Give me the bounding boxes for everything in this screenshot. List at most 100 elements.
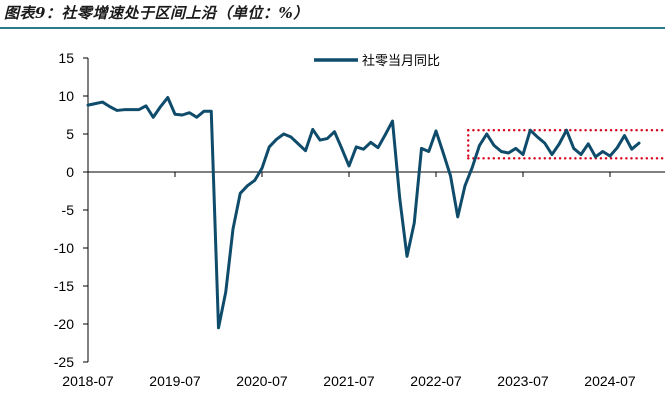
data-point (108, 105, 111, 108)
data-point (246, 184, 249, 187)
data-point (253, 179, 256, 182)
data-point (529, 129, 532, 132)
data-point (166, 96, 169, 99)
data-point (297, 142, 300, 146)
data-point (384, 133, 387, 136)
data-point (427, 150, 430, 153)
data-point (442, 151, 445, 155)
x-tick-label: 2021-07 (323, 373, 375, 389)
title-rule (0, 27, 665, 29)
data-point (536, 135, 539, 139)
y-tick-label: 10 (58, 88, 74, 104)
data-point (340, 147, 343, 150)
y-axis: 15 10 5 0 -5 -10 -15 -20 -25 (54, 50, 89, 370)
data-point (268, 145, 271, 149)
data-point (594, 155, 597, 158)
data-point (398, 197, 401, 200)
data-point (311, 128, 314, 131)
data-point (224, 290, 227, 294)
x-tick-label: 2020-07 (236, 373, 288, 389)
figure-title: 图表9：社零增速处于区间上沿（单位：%） (4, 4, 309, 22)
data-point (456, 215, 459, 219)
data-point (181, 113, 184, 117)
data-point (405, 255, 409, 258)
data-point (347, 164, 351, 168)
data-point (463, 184, 467, 187)
range-band (467, 128, 665, 160)
data-point (362, 148, 365, 151)
legend: 社零当月同比 (314, 53, 440, 69)
data-point (210, 110, 213, 113)
data-point (318, 138, 322, 142)
data-point (333, 130, 336, 133)
data-point (326, 137, 329, 140)
data-point (144, 104, 148, 108)
legend-label: 社零当月同比 (362, 53, 440, 69)
data-point (195, 116, 198, 119)
series-layer (86, 96, 641, 330)
data-point (282, 132, 285, 136)
series-line (86, 96, 641, 330)
data-point (471, 166, 474, 169)
x-tick-label: 2024-07 (584, 373, 636, 389)
data-point (492, 144, 496, 147)
data-point (623, 134, 626, 137)
x-tick-label: 2023-07 (497, 373, 549, 389)
data-point (275, 138, 278, 141)
data-point (507, 151, 510, 155)
data-point (579, 153, 583, 156)
data-point (304, 149, 307, 152)
data-point (86, 103, 90, 107)
data-point (616, 146, 619, 149)
y-tick-label: 0 (66, 164, 74, 180)
data-point (376, 146, 380, 149)
data-point (485, 132, 488, 136)
data-point (420, 147, 423, 150)
data-point (543, 141, 546, 145)
data-point (500, 150, 503, 153)
y-tick-label: -5 (62, 202, 75, 218)
data-point (137, 108, 140, 111)
data-point (217, 326, 220, 329)
data-point (123, 108, 126, 111)
data-point (289, 135, 293, 139)
data-point (637, 141, 641, 145)
data-point (202, 110, 206, 113)
data-point (391, 119, 394, 123)
data-point (239, 192, 242, 195)
data-point (94, 102, 97, 105)
x-axis: 2018-07 2019-07 2020-07 2021-07 2022-07 2023-… (62, 171, 665, 389)
data-point (260, 167, 264, 170)
data-point (369, 141, 372, 144)
data-point (449, 174, 452, 177)
data-point (434, 129, 438, 133)
data-point (558, 142, 561, 146)
x-tick-label: 2018-07 (62, 373, 114, 389)
data-point (608, 154, 612, 158)
y-tick-label: -15 (54, 278, 74, 294)
y-tick-label: 5 (66, 126, 74, 142)
data-point (115, 109, 119, 112)
y-tick-label: -10 (54, 240, 74, 256)
data-point (478, 144, 481, 147)
data-point (101, 100, 104, 104)
data-point (231, 227, 235, 231)
data-point (152, 116, 155, 119)
data-point (550, 153, 554, 156)
data-point (355, 145, 358, 149)
data-point (173, 113, 177, 116)
x-tick-label: 2019-07 (149, 373, 201, 389)
data-point (601, 150, 604, 153)
data-point (159, 105, 162, 108)
data-point (521, 153, 525, 156)
data-point (130, 108, 133, 111)
data-point (413, 221, 416, 225)
x-tick-label: 2022-07 (410, 373, 462, 389)
data-point (630, 148, 633, 151)
y-tick-label: -25 (54, 354, 74, 370)
y-tick-label: -20 (54, 316, 74, 332)
data-point (572, 147, 575, 150)
data-point (514, 147, 517, 150)
y-tick-label: 15 (58, 50, 74, 66)
